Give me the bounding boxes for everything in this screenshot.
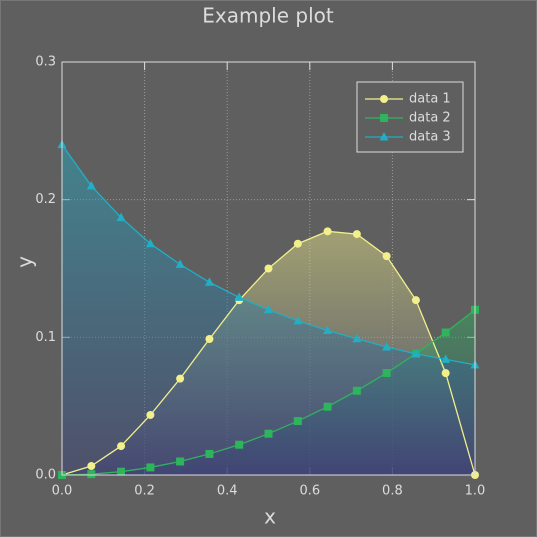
marker — [411, 296, 420, 305]
x-tick-label: 1.0 — [465, 484, 486, 499]
y-axis-label: y — [13, 256, 37, 268]
marker — [205, 449, 214, 458]
chart-title: Example plot — [202, 4, 334, 28]
marker — [146, 463, 155, 472]
legend-box — [356, 81, 464, 153]
marker — [234, 292, 244, 301]
marker — [175, 259, 185, 268]
y-tick-label: 0.3 — [35, 55, 56, 70]
marker — [176, 457, 185, 466]
marker — [352, 230, 361, 239]
marker — [235, 440, 244, 449]
marker — [87, 470, 96, 479]
marker — [117, 467, 126, 476]
marker — [293, 315, 303, 325]
x-tick-label: 0.0 — [52, 484, 73, 499]
plot-frame — [61, 61, 476, 476]
marker — [441, 354, 451, 363]
marker — [323, 402, 332, 411]
marker — [323, 227, 332, 236]
legend-label: data 2 — [409, 111, 451, 126]
marker — [382, 368, 391, 377]
marker — [176, 374, 185, 383]
marker — [264, 304, 273, 314]
legend-label: data 1 — [409, 92, 451, 107]
marker — [87, 462, 96, 471]
marker — [380, 114, 388, 122]
marker — [264, 264, 273, 273]
marker — [379, 132, 389, 141]
x-tick-label: 0.2 — [134, 484, 155, 499]
y-tick-label: 0.2 — [35, 192, 56, 207]
x-tick-label: 0.6 — [299, 484, 320, 499]
marker — [293, 417, 302, 426]
marker — [352, 333, 362, 343]
marker — [116, 212, 126, 222]
marker — [352, 386, 361, 395]
marker — [411, 348, 421, 358]
marker — [264, 429, 273, 438]
marker — [205, 334, 214, 343]
marker — [146, 410, 155, 419]
marker — [382, 341, 392, 351]
marker — [145, 238, 155, 248]
y-tick-label: 0.0 — [35, 468, 56, 483]
marker — [323, 325, 333, 334]
x-tick-label: 0.8 — [382, 484, 403, 499]
marker — [382, 252, 391, 261]
marker — [204, 277, 214, 286]
marker — [441, 328, 450, 337]
x-tick-label: 0.4 — [217, 484, 238, 499]
marker — [380, 95, 388, 103]
marker — [441, 369, 450, 378]
marker — [293, 239, 302, 248]
marker — [117, 442, 126, 451]
legend-label: data 3 — [409, 130, 451, 145]
marker — [86, 180, 96, 190]
y-tick-label: 0.1 — [35, 330, 56, 345]
x-axis-label: x — [264, 505, 276, 529]
